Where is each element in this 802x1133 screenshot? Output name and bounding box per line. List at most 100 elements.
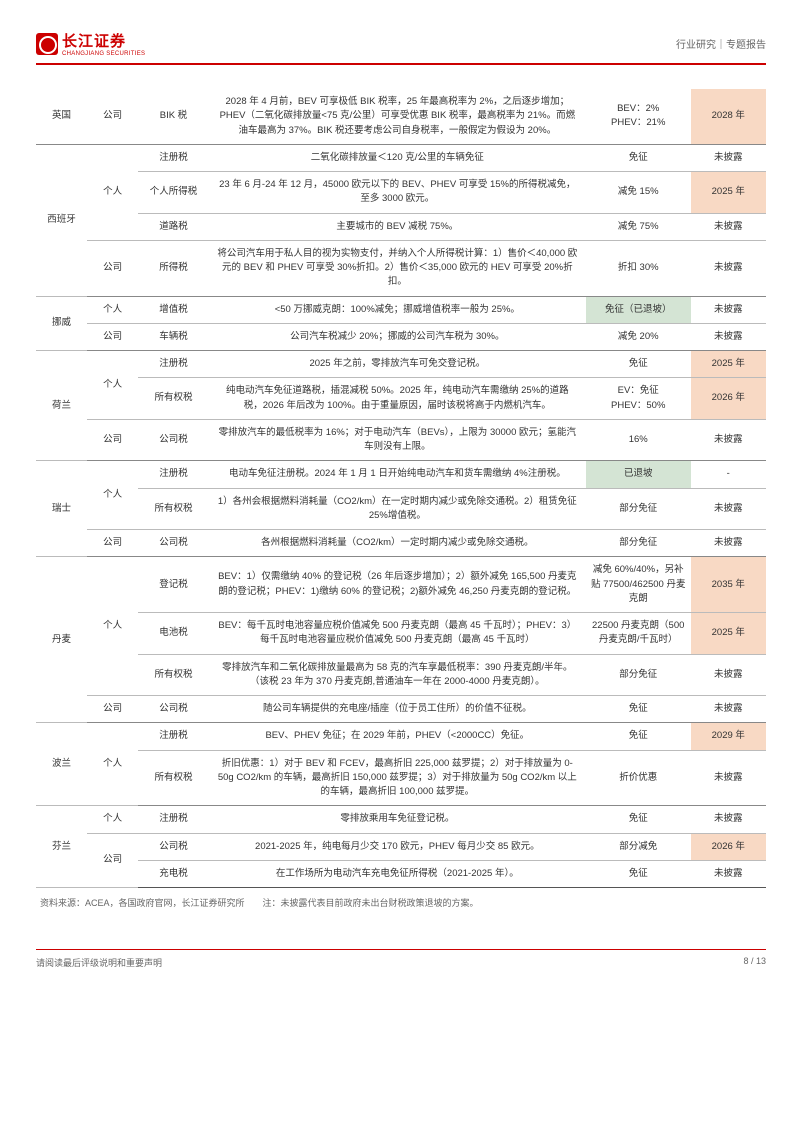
- tax-type-cell: 所有权税: [138, 488, 209, 530]
- benefit-cell: 22500 丹麦克朗（500 丹麦克朗/千瓦时）: [586, 613, 691, 655]
- tax-type-cell: 注册税: [138, 461, 209, 488]
- table-row: 公司车辆税公司汽车税减少 20%；挪威的公司汽车税为 30%。减免 20%未披露: [36, 323, 766, 350]
- deadline-cell: 2026 年: [691, 833, 766, 860]
- tax-type-cell: 充电税: [138, 860, 209, 887]
- description-cell: 公司汽车税减少 20%；挪威的公司汽车税为 30%。: [209, 323, 586, 350]
- logo-icon: [36, 33, 58, 55]
- benefit-cell: 减免 60%/40%，另补贴 77500/462500 丹麦克朗: [586, 557, 691, 613]
- subject-cell: 公司: [87, 530, 138, 557]
- table-row: 英国公司BIK 税2028 年 4 月前，BEV 可享极低 BIK 税率，25 …: [36, 89, 766, 144]
- tax-type-cell: 登记税: [138, 557, 209, 613]
- country-cell: 芬兰: [36, 806, 87, 888]
- table-row: 充电税在工作场所为电动汽车充电免征所得税（2021-2025 年）。免征未披露: [36, 860, 766, 887]
- deadline-cell: 2025 年: [691, 172, 766, 214]
- table-row: 所有权税折旧优惠：1）对于 BEV 和 FCEV，最高折旧 225,000 兹罗…: [36, 750, 766, 806]
- benefit-cell: 减免 15%: [586, 172, 691, 214]
- country-cell: 挪威: [36, 296, 87, 351]
- page-footer: 请阅读最后评级说明和重要声明 8 / 13: [36, 949, 766, 969]
- deadline-cell: 2025 年: [691, 351, 766, 378]
- description-cell: BEV、PHEV 免征；在 2029 年前，PHEV（<2000CC）免征。: [209, 723, 586, 750]
- benefit-cell: 减免 75%: [586, 213, 691, 240]
- benefit-cell: 折扣 30%: [586, 240, 691, 296]
- benefit-cell: 免征: [586, 351, 691, 378]
- description-cell: BEV：1）仅需缴纳 40% 的登记税（26 年后逐步增加）；2）额外减免 16…: [209, 557, 586, 613]
- tax-type-cell: 所有权税: [138, 654, 209, 696]
- tax-type-cell: 所有权税: [138, 378, 209, 420]
- deadline-cell: 未披露: [691, 860, 766, 887]
- benefit-cell: 免征: [586, 806, 691, 833]
- benefit-cell: 免征（已退坡）: [586, 296, 691, 323]
- deadline-cell: 未披露: [691, 213, 766, 240]
- table-row: 个人所得税23 年 6 月-24 年 12 月，45000 欧元以下的 BEV、…: [36, 172, 766, 214]
- tax-type-cell: 注册税: [138, 806, 209, 833]
- description-cell: 零排放乘用车免征登记税。: [209, 806, 586, 833]
- benefit-cell: 已退坡: [586, 461, 691, 488]
- deadline-cell: 2028 年: [691, 89, 766, 144]
- benefit-cell: 免征: [586, 144, 691, 171]
- deadline-cell: 2026 年: [691, 378, 766, 420]
- tax-type-cell: 注册税: [138, 723, 209, 750]
- footer-disclaimer: 请阅读最后评级说明和重要声明: [36, 956, 162, 969]
- tax-type-cell: 公司税: [138, 530, 209, 557]
- description-cell: 零排放汽车的最低税率为 16%；对于电动汽车（BEVs），上限为 30000 欧…: [209, 419, 586, 461]
- table-row: 公司公司税2021-2025 年，纯电每月少交 170 欧元，PHEV 每月少交…: [36, 833, 766, 860]
- country-cell: 波兰: [36, 723, 87, 806]
- description-cell: 折旧优惠：1）对于 BEV 和 FCEV，最高折旧 225,000 兹罗提；2）…: [209, 750, 586, 806]
- deadline-cell: 未披露: [691, 296, 766, 323]
- table-row: 瑞士个人注册税电动车免征注册税。2024 年 1 月 1 日开始纯电动汽车和货车…: [36, 461, 766, 488]
- benefit-cell: 部分减免: [586, 833, 691, 860]
- description-cell: 纯电动汽车免征道路税，插混减税 50%。2025 年，纯电动汽车需缴纳 25%的…: [209, 378, 586, 420]
- policy-table: 英国公司BIK 税2028 年 4 月前，BEV 可享极低 BIK 税率，25 …: [36, 89, 766, 888]
- deadline-cell: 未披露: [691, 419, 766, 461]
- tax-type-cell: 道路税: [138, 213, 209, 240]
- description-cell: 二氧化碳排放量＜120 克/公里的车辆免征: [209, 144, 586, 171]
- table-row: 芬兰个人注册税零排放乘用车免征登记税。免征未披露: [36, 806, 766, 833]
- deadline-cell: -: [691, 461, 766, 488]
- deadline-cell: 未披露: [691, 323, 766, 350]
- tax-type-cell: 注册税: [138, 351, 209, 378]
- country-cell: 英国: [36, 89, 87, 144]
- tax-type-cell: BIK 税: [138, 89, 209, 144]
- logo: 长江证券 CHANGJIANG SECURITIES: [36, 30, 145, 57]
- tax-type-cell: 所有权税: [138, 750, 209, 806]
- description-cell: 零排放汽车和二氧化碳排放量最高为 58 克的汽车享最低税率：390 丹麦克朗/半…: [209, 654, 586, 696]
- table-row: 公司所得税将公司汽车用于私人目的视为实物支付，并纳入个人所得税计算：1）售价＜4…: [36, 240, 766, 296]
- deadline-cell: 2025 年: [691, 613, 766, 655]
- deadline-cell: 未披露: [691, 488, 766, 530]
- country-cell: 丹麦: [36, 557, 87, 723]
- benefit-cell: BEV：2%PHEV：21%: [586, 89, 691, 144]
- tax-type-cell: 所得税: [138, 240, 209, 296]
- description-cell: <50 万挪威克朗：100%减免；挪威增值税率一般为 25%。: [209, 296, 586, 323]
- page-header: 长江证券 CHANGJIANG SECURITIES 行业研究｜专题报告: [36, 30, 766, 65]
- country-cell: 荷兰: [36, 351, 87, 461]
- table-row: 公司公司税各州根据燃料消耗量（CO2/km）一定时期内减少或免除交通税。部分免征…: [36, 530, 766, 557]
- country-cell: 瑞士: [36, 461, 87, 557]
- table-row: 所有权税1）各州会根据燃料消耗量（CO2/km）在一定时期内减少或免除交通税。2…: [36, 488, 766, 530]
- description-cell: BEV：每千瓦时电池容量应税价值减免 500 丹麦克朗（最高 45 千瓦时）；P…: [209, 613, 586, 655]
- benefit-cell: EV：免征PHEV：50%: [586, 378, 691, 420]
- table-row: 公司公司税零排放汽车的最低税率为 16%；对于电动汽车（BEVs），上限为 30…: [36, 419, 766, 461]
- table-row: 丹麦个人登记税BEV：1）仅需缴纳 40% 的登记税（26 年后逐步增加）；2）…: [36, 557, 766, 613]
- table-row: 道路税主要城市的 BEV 减税 75%。减免 75%未披露: [36, 213, 766, 240]
- description-cell: 2021-2025 年，纯电每月少交 170 欧元，PHEV 每月少交 85 欧…: [209, 833, 586, 860]
- tax-type-cell: 车辆税: [138, 323, 209, 350]
- benefit-cell: 减免 20%: [586, 323, 691, 350]
- deadline-cell: 2035 年: [691, 557, 766, 613]
- source-note: 资料来源：ACEA，各国政府官网，长江证券研究所 注：未披露代表目前政府未出台财…: [36, 896, 766, 909]
- subject-cell: 公司: [87, 323, 138, 350]
- benefit-cell: 免征: [586, 723, 691, 750]
- description-cell: 1）各州会根据燃料消耗量（CO2/km）在一定时期内减少或免除交通税。2）租赁免…: [209, 488, 586, 530]
- subject-cell: 个人: [87, 557, 138, 696]
- tax-type-cell: 注册税: [138, 144, 209, 171]
- benefit-cell: 部分免征: [586, 654, 691, 696]
- description-cell: 23 年 6 月-24 年 12 月，45000 欧元以下的 BEV、PHEV …: [209, 172, 586, 214]
- deadline-cell: 未披露: [691, 144, 766, 171]
- deadline-cell: 未披露: [691, 240, 766, 296]
- deadline-cell: 未披露: [691, 530, 766, 557]
- subject-cell: 个人: [87, 723, 138, 806]
- tax-type-cell: 公司税: [138, 833, 209, 860]
- deadline-cell: 未披露: [691, 750, 766, 806]
- logo-text-en: CHANGJIANG SECURITIES: [62, 51, 145, 57]
- description-cell: 将公司汽车用于私人目的视为实物支付，并纳入个人所得税计算：1）售价＜40,000…: [209, 240, 586, 296]
- table-row: 西班牙个人注册税二氧化碳排放量＜120 克/公里的车辆免征免征未披露: [36, 144, 766, 171]
